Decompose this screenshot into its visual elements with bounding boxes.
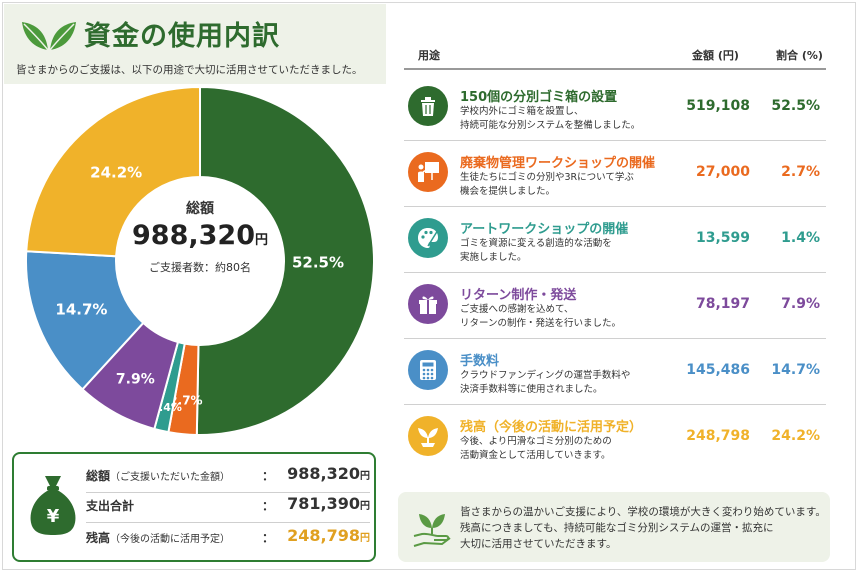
summary-divider: [86, 522, 370, 523]
sprout-icon: [418, 428, 438, 447]
row-description: ゴミを資源に変える創造的な活動を 実施しました。: [460, 238, 612, 263]
row-percentage: 52.5%: [771, 98, 820, 114]
page-title: 資金の使用内訳: [84, 21, 280, 52]
table-row: アートワークショップの開催 ゴミを資源に変える創造的な活動を 実施しました。 13,5…: [404, 208, 826, 274]
leaf-icon: [22, 22, 76, 51]
center-total-label: 総額: [186, 201, 214, 217]
row-amount: 13,599: [695, 230, 750, 246]
gift-icon: [419, 296, 437, 314]
row-description: ご支援への感謝を込めて、 リターンの制作・発送を行いました。: [460, 304, 622, 329]
presentation-icon: [418, 162, 439, 182]
row-divider: [404, 140, 826, 141]
row-description: クラウドファンディングの運営手数料や 決済手数料等に使用されました。: [460, 370, 631, 395]
column-header-use: 用途: [418, 49, 440, 62]
row-percentage: 24.2%: [771, 428, 820, 444]
column-header-ratio: 割合 (%): [776, 49, 823, 62]
sprout-icon-badge: [408, 416, 448, 456]
palette-icon: [418, 228, 439, 248]
hand-sprout-icon: [413, 514, 451, 547]
row-divider: [404, 338, 826, 339]
table-row: 150個の分別ゴミ箱の設置 学校内外にゴミ箱を設置し、 持続可能な分別システムを整備…: [404, 76, 826, 142]
row-amount: 78,197: [695, 296, 750, 312]
column-header-amount: 金額 (円): [692, 49, 739, 62]
trash-icon-badge: [408, 86, 448, 126]
presentation-icon-badge: [408, 152, 448, 192]
row-percentage: 14.7%: [771, 362, 820, 378]
summary-box: ¥ 総額（ご支援いただいた金額） ： 988,320円 支出合計 ： 781,3…: [12, 452, 376, 562]
row-title: 150個の分別ゴミ箱の設置: [460, 90, 618, 105]
gift-icon-badge: [408, 284, 448, 324]
summary-balance-row: 残高（今後の活動に活用予定） ： 248,798円: [86, 526, 370, 545]
thank-you-message: 皆さまからの温かいご支援により、学校の環境が大きく変わり始めています。 残高につ…: [398, 492, 830, 562]
title-banner: 資金の使用内訳 皆さまからのご支援は、以下の用途で大切に活用させていただきました…: [4, 4, 386, 84]
table-row: 廃棄物管理ワークショップの開催 生徒たちにゴミの分別や3Rについて学ぶ 機会を提供し…: [404, 142, 826, 208]
row-divider: [404, 206, 826, 207]
row-title: アートワークショップの開催: [460, 222, 629, 237]
row-percentage: 7.9%: [781, 296, 820, 312]
row-description: 学校内外にゴミ箱を設置し、 持続可能な分別システムを整備しました。: [460, 106, 641, 131]
row-divider: [404, 272, 826, 273]
table-row: リターン制作・発送 ご支援への感謝を込めて、 リターンの制作・発送を行いました。 78…: [404, 274, 826, 340]
svg-text:¥: ¥: [47, 506, 60, 527]
row-divider: [404, 404, 826, 405]
money-bag-icon: ¥: [30, 476, 76, 535]
summary-divider: [86, 492, 370, 493]
trash-icon: [421, 97, 435, 116]
center-total-value: 988,320円: [132, 220, 268, 251]
row-title: 残高（今後の活動に活用予定）: [460, 420, 643, 435]
supporter-count: ご支援者数：約80名: [149, 261, 251, 274]
row-amount: 248,798: [686, 428, 750, 444]
row-title: リターン制作・発送: [460, 288, 577, 303]
table-row: 残高（今後の活動に活用予定） 今後、より円滑なゴミ分別のための 活動資金として活用し…: [404, 406, 826, 472]
message-text: 皆さまからの温かいご支援により、学校の環境が大きく変わり始めています。 残高につ…: [460, 506, 826, 550]
table-row: 手数料 クラウドファンディングの運営手数料や 決済手数料等に使用されました。 145,…: [404, 340, 826, 406]
calculator-icon-badge: [408, 350, 448, 390]
row-amount: 145,486: [686, 362, 750, 378]
row-title: 手数料: [460, 354, 500, 369]
summary-total-row: 総額（ご支援いただいた金額） ： 988,320円: [86, 464, 370, 483]
row-amount: 519,108: [686, 98, 750, 114]
palette-icon-badge: [408, 218, 448, 258]
table-header-divider: [404, 68, 826, 70]
summary-spent-row: 支出合計 ： 781,390円: [86, 494, 370, 513]
row-title: 廃棄物管理ワークショップの開催: [460, 156, 656, 171]
row-description: 今後、より円滑なゴミ分別のための 活動資金として活用していきます。: [460, 436, 612, 461]
row-percentage: 2.7%: [781, 164, 820, 180]
row-description: 生徒たちにゴミの分別や3Rについて学ぶ 機会を提供しました。: [460, 172, 634, 197]
calculator-icon: [420, 360, 436, 380]
row-amount: 27,000: [695, 164, 750, 180]
row-percentage: 1.4%: [781, 230, 820, 246]
page-subtitle: 皆さまからのご支援は、以下の用途で大切に活用させていただきました。: [16, 64, 363, 76]
donut-center: 総額 988,320円 ご支援者数：約80名: [120, 198, 280, 275]
